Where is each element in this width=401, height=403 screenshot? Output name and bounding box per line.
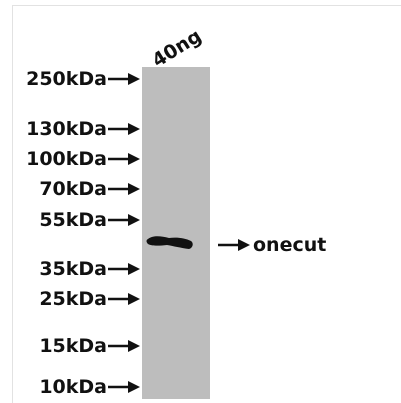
arrow-right-icon bbox=[108, 73, 140, 85]
marker-label: 10kDa bbox=[39, 376, 107, 398]
marker-15kda: 15kDa bbox=[0, 334, 140, 358]
marker-130kda: 130kDa bbox=[0, 117, 140, 141]
arrow-right-icon bbox=[108, 340, 140, 352]
arrow-right-icon bbox=[108, 153, 140, 165]
arrow-right-icon bbox=[108, 183, 140, 195]
marker-label: 250kDa bbox=[26, 68, 107, 90]
arrow-right-icon bbox=[218, 239, 250, 251]
marker-label: 25kDa bbox=[39, 288, 107, 310]
marker-70kda: 70kDa bbox=[0, 177, 140, 201]
target-label: onecut bbox=[253, 234, 327, 256]
marker-35kda: 35kDa bbox=[0, 257, 140, 281]
arrow-right-icon bbox=[108, 381, 140, 393]
marker-250kda: 250kDa bbox=[0, 67, 140, 91]
marker-10kda: 10kDa bbox=[0, 375, 140, 399]
arrow-right-icon bbox=[108, 293, 140, 305]
marker-label: 100kDa bbox=[26, 148, 107, 170]
blot-lane bbox=[142, 67, 210, 399]
frame-top-line bbox=[12, 5, 401, 6]
lane-label: 40ng bbox=[148, 24, 206, 73]
frame-left-line bbox=[12, 5, 13, 403]
arrow-right-icon bbox=[108, 214, 140, 226]
protein-band bbox=[146, 236, 193, 249]
target-annotation: onecut bbox=[218, 232, 326, 258]
marker-25kda: 25kDa bbox=[0, 287, 140, 311]
marker-label: 15kDa bbox=[39, 335, 107, 357]
marker-label: 35kDa bbox=[39, 258, 107, 280]
marker-label: 55kDa bbox=[39, 209, 107, 231]
marker-label: 130kDa bbox=[26, 118, 107, 140]
arrow-right-icon bbox=[108, 263, 140, 275]
marker-55kda: 55kDa bbox=[0, 208, 140, 232]
marker-100kda: 100kDa bbox=[0, 147, 140, 171]
arrow-right-icon bbox=[108, 123, 140, 135]
marker-label: 70kDa bbox=[39, 178, 107, 200]
